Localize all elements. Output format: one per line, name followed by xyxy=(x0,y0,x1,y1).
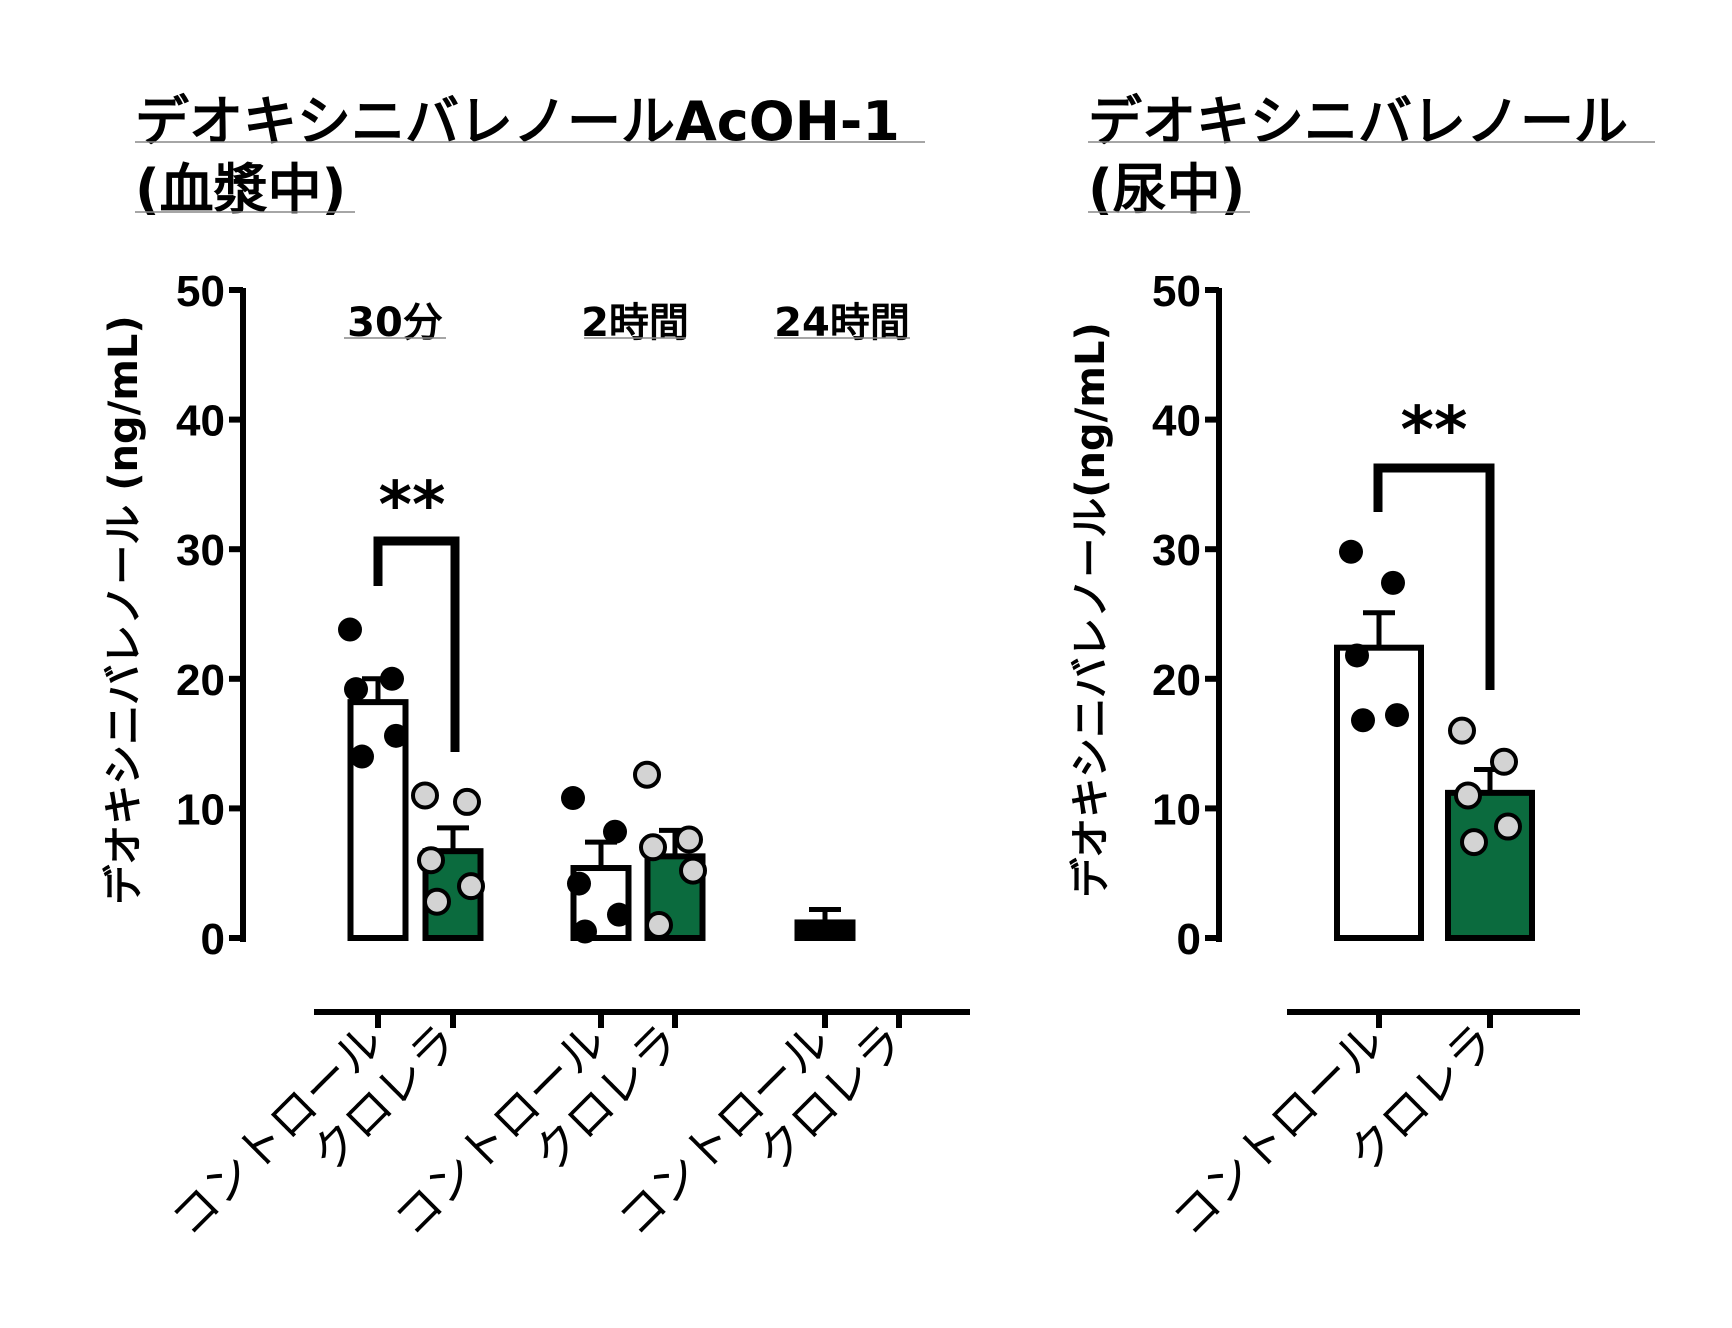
panel-plasma: デオキシニバレノールAcOH-1 (血漿中) デオキシニバレノール (ng/mL… xyxy=(101,90,970,1247)
data-point xyxy=(417,846,445,875)
data-point xyxy=(573,919,597,944)
y-tick-label: 20 xyxy=(1152,656,1201,705)
data-point xyxy=(1381,570,1405,595)
y-tick-label: 30 xyxy=(1152,526,1201,575)
data-point xyxy=(1345,643,1369,668)
data-point xyxy=(350,744,374,769)
data-point xyxy=(1494,812,1522,841)
time-point-label: 24時間 xyxy=(774,300,910,346)
data-point xyxy=(1339,539,1363,564)
data-point xyxy=(679,856,707,885)
bar xyxy=(794,919,856,941)
data-point xyxy=(567,871,591,896)
data-point xyxy=(457,872,485,901)
panel-plasma-significance-label: ** xyxy=(379,469,446,543)
data-point xyxy=(1385,703,1409,728)
y-tick-label: 50 xyxy=(1152,267,1201,316)
data-point xyxy=(561,786,585,811)
bar xyxy=(1334,644,1424,941)
y-tick-label: 30 xyxy=(176,526,225,575)
data-point xyxy=(639,833,667,862)
panel-plasma-significance-bracket xyxy=(373,536,460,752)
data-point xyxy=(1490,747,1518,776)
panel-plasma-y-axis-label: デオキシニバレノール (ng/mL) xyxy=(101,315,147,904)
panel-urine-subtitle: (尿中) xyxy=(1088,158,1245,221)
panel-urine-significance-bracket xyxy=(1373,463,1495,690)
data-point xyxy=(603,819,627,844)
data-point xyxy=(1460,828,1488,857)
y-tick-label: 40 xyxy=(1152,397,1201,446)
y-tick-label: 50 xyxy=(176,267,225,316)
data-point xyxy=(453,787,481,816)
data-point xyxy=(411,781,439,810)
data-point xyxy=(607,902,631,927)
y-tick-label: 10 xyxy=(1152,785,1201,834)
data-point xyxy=(1448,716,1476,745)
panel-plasma-subtitle: (血漿中) xyxy=(135,158,346,221)
data-point xyxy=(380,666,404,691)
panel-plasma-title: デオキシニバレノールAcOH-1 xyxy=(135,90,900,153)
bar xyxy=(1445,789,1535,942)
y-tick-label: 10 xyxy=(176,785,225,834)
data-point xyxy=(675,825,703,854)
panel-urine: デオキシニバレノール (尿中) デオキシニバレノール(ng/mL) 0 10 20 3… xyxy=(1068,90,1655,1247)
time-point-label: 2時間 xyxy=(581,300,689,346)
data-point xyxy=(423,887,451,916)
panel-urine-y-axis-label: デオキシニバレノール(ng/mL) xyxy=(1068,322,1114,897)
data-point xyxy=(338,617,362,642)
data-point xyxy=(344,677,368,702)
data-point xyxy=(1454,781,1482,810)
time-point-label: 30分 xyxy=(347,300,443,346)
y-tick-label: 0 xyxy=(1177,915,1201,964)
y-tick-label: 40 xyxy=(176,397,225,446)
data-point xyxy=(384,723,408,748)
data-point xyxy=(633,760,661,789)
panel-urine-title: デオキシニバレノール xyxy=(1088,90,1628,153)
data-point xyxy=(1351,708,1375,733)
panel-urine-significance-label: ** xyxy=(1401,394,1468,468)
y-tick-label: 20 xyxy=(176,656,225,705)
data-point xyxy=(645,911,673,940)
y-tick-label: 0 xyxy=(201,915,225,964)
